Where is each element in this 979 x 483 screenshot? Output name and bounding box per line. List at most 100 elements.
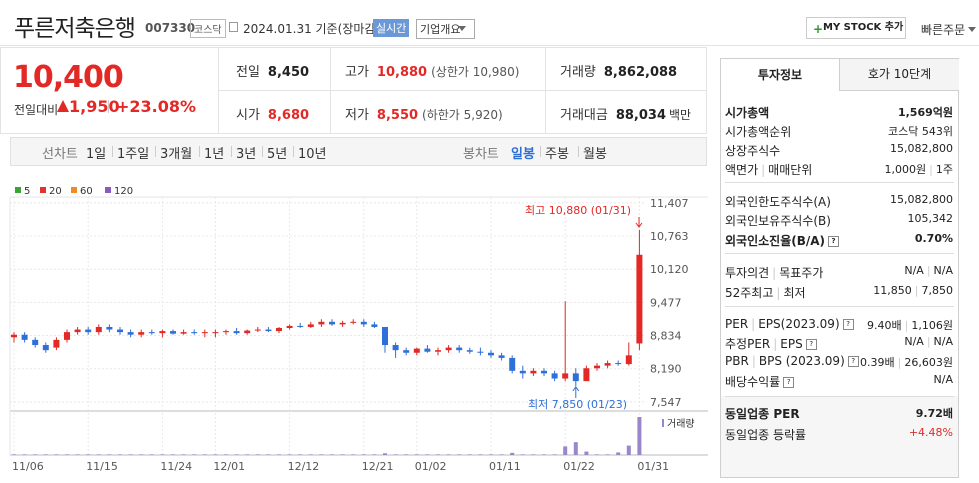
separator bbox=[199, 146, 200, 157]
info-value: 9.72배 bbox=[916, 405, 953, 421]
y-tick-label: 10,763 bbox=[650, 230, 689, 243]
candle-body bbox=[106, 326, 113, 330]
stat-value: 8,450 bbox=[267, 65, 310, 80]
info-value: 1,569억원 bbox=[898, 104, 953, 120]
candle-body bbox=[583, 368, 590, 382]
candle-body bbox=[11, 334, 17, 338]
separator: | bbox=[776, 286, 781, 300]
info-value: 1,000원 | 1주 bbox=[885, 161, 953, 177]
calendar-icon bbox=[229, 22, 238, 32]
separator: | bbox=[926, 335, 931, 348]
info-label: 외국인한도주식수(A) bbox=[725, 193, 831, 210]
group-divider bbox=[725, 182, 954, 183]
info-value-text: +4.48% bbox=[908, 426, 953, 439]
volume-bar bbox=[171, 454, 175, 455]
stat-unit: 백만 bbox=[669, 108, 692, 122]
candle-body bbox=[64, 332, 70, 340]
overview-button[interactable]: 기업개요 bbox=[416, 19, 476, 39]
market-badge: 코스닥 bbox=[190, 19, 226, 38]
info-value: 0.39배 | 26,603원 bbox=[860, 354, 953, 370]
volume-bar bbox=[414, 454, 419, 455]
period-tab[interactable]: 3년 bbox=[236, 147, 257, 162]
info-value-text: 1주 bbox=[935, 163, 953, 176]
volume-bar bbox=[563, 446, 568, 455]
period-tab[interactable]: 5년 bbox=[267, 147, 288, 162]
separator: | bbox=[897, 356, 902, 369]
info-label: 투자의견 | 목표주가 bbox=[725, 264, 823, 281]
chart: 5 20 60 120 11,407 10,763 10,120 9,477 8,834 8,19… bbox=[9, 186, 708, 473]
volume-bar bbox=[107, 454, 112, 455]
candle-body bbox=[530, 370, 537, 374]
candle-tab[interactable]: 일봉 bbox=[511, 147, 535, 162]
annotation: 최저 7,850 (01/23) bbox=[528, 398, 627, 411]
stat-value: 8,862,088 bbox=[603, 65, 678, 80]
info-tab-active[interactable]: 투자정보 bbox=[721, 59, 839, 91]
volume-bar bbox=[489, 454, 493, 455]
info-label: 시가총액순위 bbox=[725, 123, 791, 140]
x-tick-label: 11/06 bbox=[12, 460, 44, 473]
dropdown-icon bbox=[458, 26, 466, 35]
info-label-text: 매매단위 bbox=[768, 163, 813, 177]
info-value-text: 1,569억원 bbox=[897, 106, 953, 119]
y-tick-label: 11,407 bbox=[650, 197, 689, 210]
period-tab[interactable]: 1년 bbox=[204, 147, 225, 162]
candle-body bbox=[233, 331, 240, 334]
stat-value: 88,034 bbox=[615, 108, 667, 123]
stat-value: 8,550 bbox=[376, 108, 419, 123]
change-rate: +23.08% bbox=[116, 97, 197, 116]
separator bbox=[578, 146, 579, 157]
candle-body bbox=[276, 327, 282, 332]
candle-body bbox=[307, 324, 314, 327]
stat: 저가 8,550 (하한가 5,920) bbox=[345, 104, 503, 123]
period-tab[interactable]: 1주일 bbox=[117, 147, 150, 162]
volume-bar bbox=[372, 454, 377, 455]
stats-divider bbox=[545, 47, 546, 134]
info-label: PER | EPS(2023.09)? bbox=[725, 317, 854, 331]
candle-tab[interactable]: 주봉 bbox=[545, 147, 569, 162]
candle-body bbox=[371, 324, 378, 327]
legend-label: 60 bbox=[80, 186, 93, 197]
volume-bar bbox=[181, 454, 186, 455]
volume-bar bbox=[319, 454, 324, 455]
change: 1,950 bbox=[69, 97, 120, 116]
footer-bg bbox=[721, 396, 958, 477]
mystock-button[interactable]: MY STOCK 추가 bbox=[806, 17, 906, 39]
info-label: 추정PER | EPS? bbox=[725, 335, 817, 352]
volume-bar bbox=[542, 454, 546, 455]
volume-bar bbox=[43, 454, 48, 455]
info-label: 시가총액 bbox=[725, 104, 769, 121]
info-value-text: N/A bbox=[933, 373, 953, 386]
candle-body bbox=[594, 365, 600, 369]
stat-label: 거래대금 bbox=[560, 108, 608, 123]
tab-bar bbox=[10, 137, 707, 166]
stat-label: 시가 bbox=[236, 108, 260, 123]
candle-body bbox=[244, 330, 251, 334]
volume-bar bbox=[499, 454, 504, 455]
y-tick-label: 9,477 bbox=[650, 296, 682, 309]
x-tick-label: 11/15 bbox=[86, 460, 118, 473]
quick-order[interactable]: 빠른주문 bbox=[921, 23, 966, 37]
candle-body bbox=[360, 321, 367, 325]
candle-body bbox=[180, 332, 187, 334]
candle-tab[interactable]: 월봉 bbox=[583, 147, 607, 162]
candle-body bbox=[572, 373, 579, 382]
info-panel bbox=[720, 58, 959, 478]
info-label-text: 외국인보유주식수(B) bbox=[725, 214, 831, 228]
annotation: 최고 10,880 (01/31) bbox=[525, 204, 631, 217]
info-label: 동일업종 등락률 bbox=[725, 426, 806, 443]
period-tab[interactable]: 3개월 bbox=[160, 147, 193, 162]
x-tick-label: 12/21 bbox=[362, 460, 394, 473]
period-tab[interactable]: 10년 bbox=[298, 147, 327, 162]
volume-bar bbox=[255, 454, 260, 455]
info-label-text: PER bbox=[725, 317, 749, 331]
volume-bar bbox=[446, 454, 451, 455]
candle-body bbox=[413, 348, 420, 353]
info-value-text: 15,082,800 bbox=[890, 193, 953, 206]
stat: 시가 8,680 bbox=[236, 104, 309, 123]
info-label-text: PBR bbox=[725, 354, 749, 368]
info-label: 외국인소진율(B/A)? bbox=[725, 232, 840, 249]
period-tab[interactable]: 1일 bbox=[86, 147, 107, 162]
stat: 전일 8,450 bbox=[236, 61, 309, 80]
volume-bar bbox=[65, 454, 69, 455]
info-tab[interactable]: 호가 10단계 bbox=[839, 59, 959, 91]
